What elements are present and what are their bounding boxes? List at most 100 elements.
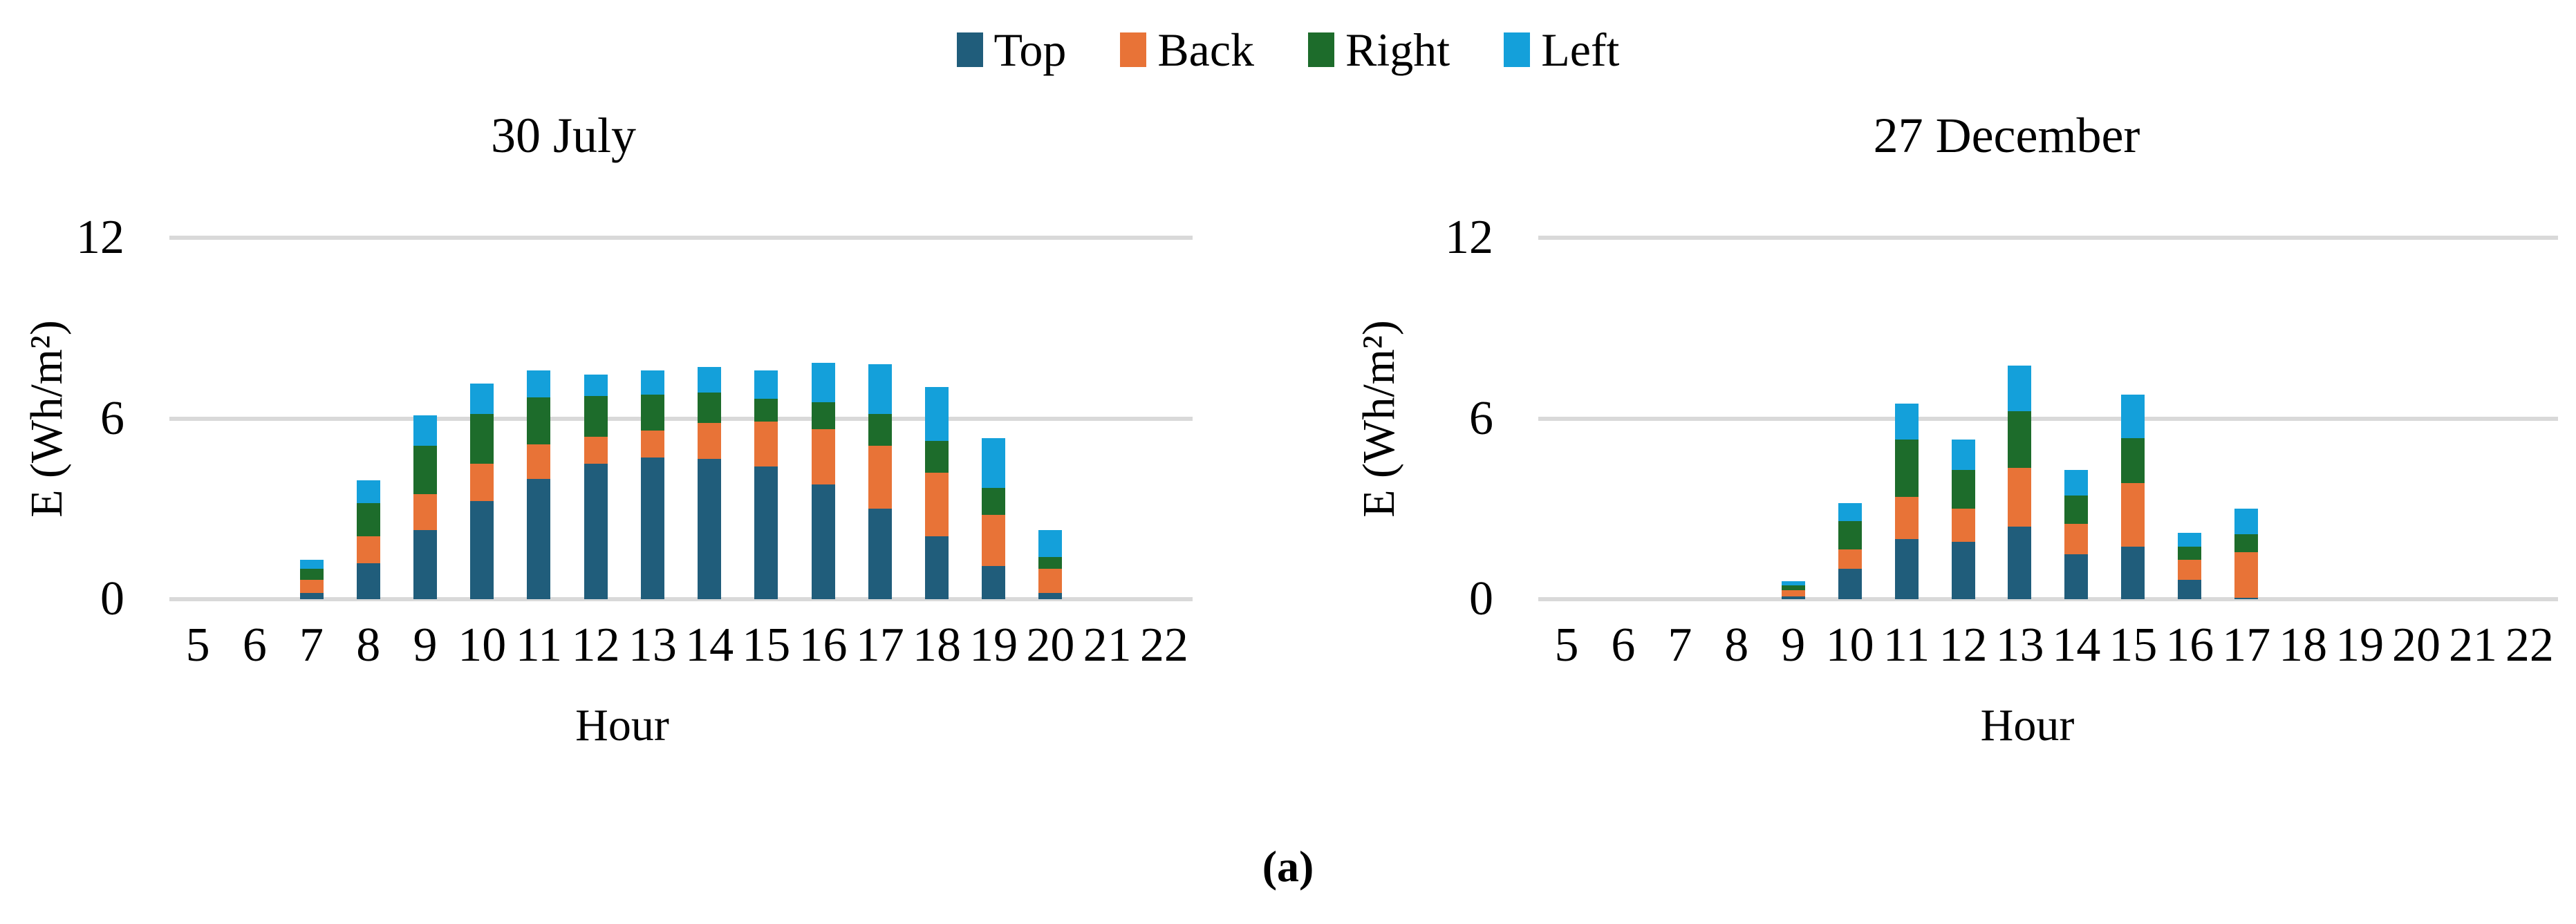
- bar-segment-back: [698, 423, 722, 460]
- bar-segment-left: [1894, 403, 1919, 440]
- bar-segment-right: [413, 445, 437, 494]
- y-axis-tick-label: 12: [1445, 211, 1493, 264]
- x-axis-tick-label: 22: [1139, 619, 1188, 672]
- bar-segment-left: [1951, 440, 1975, 470]
- stacked-bar-hour-15: [2121, 394, 2145, 599]
- bar-segment-back: [754, 421, 778, 467]
- stacked-bar-hour-16: [2178, 533, 2202, 599]
- x-axis-tick-label: 20: [1026, 619, 1075, 672]
- bar-slot-hour-19: [2331, 238, 2388, 599]
- bar-segment-top: [2121, 546, 2145, 599]
- bar-slot-hour-13: [1992, 238, 2048, 599]
- x-axis-tick-label: 8: [1724, 619, 1749, 672]
- stacked-bar-hour-9: [413, 415, 437, 599]
- bar-segment-right: [1951, 469, 1975, 509]
- bar-segment-right: [299, 569, 324, 580]
- bar-segment-left: [924, 386, 949, 442]
- x-axis-tick-label: 13: [628, 619, 677, 672]
- bar-segment-top: [584, 463, 608, 599]
- legend-item-back: Back: [1120, 26, 1254, 73]
- bar-segment-back: [527, 444, 551, 479]
- bar-segment-top: [640, 458, 664, 599]
- bar-slot-hour-21: [1079, 238, 1136, 599]
- legend-label: Top: [993, 23, 1067, 76]
- gridline-y12: [169, 236, 1193, 240]
- stacked-bar-hour-12: [584, 375, 608, 599]
- bar-segment-left: [2178, 533, 2202, 547]
- bar-segment-back: [1838, 549, 1862, 569]
- bar-slot-hour-16: [2161, 238, 2218, 599]
- x-axis-tick-label: 18: [2279, 619, 2328, 672]
- bar-segment-back: [2008, 468, 2032, 527]
- bar-slot-hour-18: [2275, 238, 2331, 599]
- stacked-bar-hour-17: [2234, 509, 2259, 599]
- stacked-bar-hour-14: [2064, 469, 2089, 599]
- stacked-bar-hour-7: [299, 560, 324, 599]
- bar-segment-right: [1038, 557, 1063, 569]
- bar-slot-hour-5: [1538, 238, 1595, 599]
- bar-slot-hour-7: [283, 238, 339, 599]
- bar-slot-hour-10: [454, 238, 510, 599]
- stacked-bar-hour-20: [1038, 529, 1063, 599]
- legend-item-left: Left: [1504, 26, 1619, 73]
- bar-slot-hour-14: [681, 238, 738, 599]
- bar-slot-hour-18: [908, 238, 965, 599]
- chart-panel-july: 30 July E (Wh/m²) 0 6 12 5 6 7 8 9 10 11 12 13 14 15 16 1…: [0, 90, 1288, 788]
- legend-swatch-icon: [1120, 32, 1147, 67]
- x-axis-tick-label: 16: [799, 619, 848, 672]
- bars-layer: [169, 238, 1193, 599]
- legend-item-top: Top: [956, 23, 1067, 76]
- gridline-y6: [1538, 416, 2558, 421]
- bar-segment-right: [1781, 585, 1805, 590]
- x-axis-tick-label: 11: [515, 619, 563, 672]
- bar-segment-back: [2178, 560, 2202, 580]
- bar-slot-hour-12: [1935, 238, 1992, 599]
- x-axis-tick-label: 22: [2505, 619, 2554, 672]
- bar-segment-top: [982, 566, 1006, 599]
- x-axis-tick-label: 6: [242, 619, 267, 672]
- x-axis-tick-label: 10: [1825, 619, 1874, 672]
- y-axis-tick-label: 0: [100, 572, 124, 625]
- bar-segment-left: [413, 415, 437, 446]
- bar-segment-top: [2064, 554, 2089, 599]
- bar-segment-left: [1781, 581, 1805, 586]
- x-axis-tick-label: 6: [1611, 619, 1636, 672]
- legend-label: Back: [1157, 23, 1255, 76]
- bar-segment-top: [2008, 527, 2032, 599]
- stacked-bar-hour-14: [698, 367, 722, 599]
- bar-segment-top: [2234, 597, 2259, 599]
- gridline-y12: [1538, 236, 2558, 240]
- bar-segment-top: [811, 484, 835, 599]
- x-axis-tick-label: 19: [2335, 619, 2384, 672]
- x-axis-tick-label: 5: [185, 619, 210, 672]
- bar-segment-right: [811, 402, 835, 429]
- figure-caption: (a): [1262, 842, 1314, 891]
- x-axis-tick-label: 14: [2052, 619, 2101, 672]
- bar-slot-hour-21: [2445, 238, 2501, 599]
- bar-segment-top: [1951, 542, 1975, 599]
- x-axis-tick-label: 20: [2392, 619, 2441, 672]
- bar-segment-back: [868, 445, 892, 509]
- bar-segment-top: [698, 459, 722, 599]
- bar-segment-left: [868, 364, 892, 414]
- legend-swatch-icon: [1308, 32, 1335, 67]
- stacked-bar-hour-10: [470, 384, 494, 599]
- bar-segment-top: [2178, 579, 2202, 599]
- bar-segment-right: [640, 394, 664, 431]
- chart-legend: Top Back Right Left: [0, 26, 2576, 73]
- legend-swatch-icon: [1504, 32, 1531, 67]
- bar-slot-hour-6: [226, 238, 283, 599]
- bar-segment-right: [698, 393, 722, 424]
- bar-segment-top: [1781, 596, 1805, 599]
- bar-segment-top: [413, 529, 437, 599]
- x-axis-tick-label: 21: [2448, 619, 2497, 672]
- gridline-y6: [169, 416, 1193, 421]
- bar-segment-back: [982, 515, 1006, 567]
- bar-segment-back: [470, 463, 494, 502]
- x-axis-title: Hour: [1980, 700, 2075, 751]
- x-axis-tick-label: 14: [685, 619, 734, 672]
- bar-segment-left: [356, 480, 380, 503]
- x-axis-tick-label: 13: [1995, 619, 2044, 672]
- bar-segment-right: [470, 414, 494, 464]
